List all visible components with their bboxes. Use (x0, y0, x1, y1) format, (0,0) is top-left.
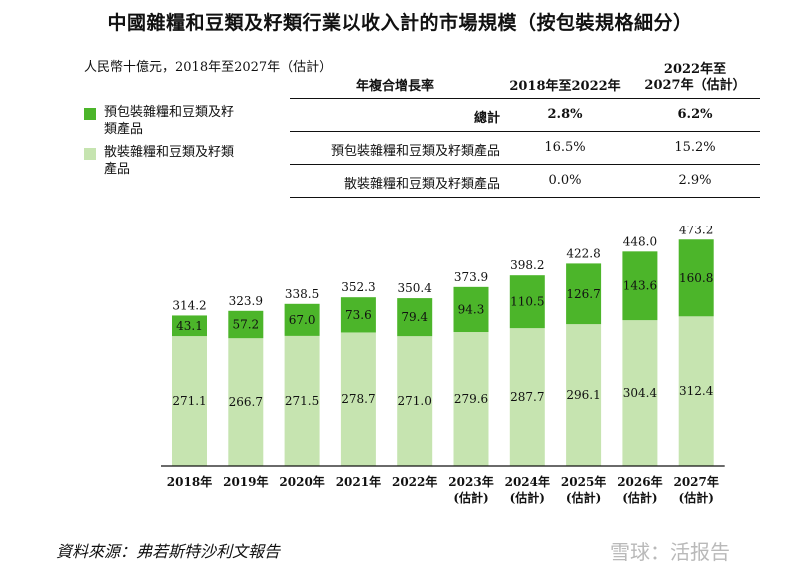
cagr-header-col2: 2022年至 2027年（估計） (630, 62, 760, 94)
watermark: 雪球：活报告 (610, 540, 730, 564)
bar-segment-bulk (678, 316, 714, 466)
data-label-bulk: 296.1 (566, 388, 600, 402)
legend-item-bulk: 散裝雜糧和豆類及籽類產品 (84, 144, 244, 178)
legend-label-prepackaged: 預包裝雜糧和豆類及籽類產品 (104, 105, 235, 137)
x-tick-label: 2026年 (617, 474, 662, 489)
x-tick-label: 2022年 (392, 474, 437, 489)
data-label-bulk: 271.0 (398, 394, 432, 408)
stacked-bar-chart: 271.1 43.1 314.2 2018年 266.7 57.2 323.9 2019年 27… (161, 226, 725, 505)
data-label-total: 422.8 (566, 246, 600, 260)
data-label-total: 350.4 (398, 281, 433, 295)
data-label-prepackaged: 43.1 (176, 319, 203, 333)
x-tick-label: 2021年 (336, 474, 381, 489)
cagr-row-value-1: 0.0% (548, 173, 582, 188)
bar-segment-bulk (172, 336, 207, 466)
data-label-bulk: 304.4 (623, 386, 658, 400)
bar-segment-prepackaged (678, 239, 714, 317)
data-label-prepackaged: 143.6 (623, 279, 657, 293)
data-label-prepackaged: 110.5 (510, 295, 544, 309)
x-tick-label: 2019年 (223, 474, 268, 489)
legend-label-bulk: 散裝雜糧和豆類及籽類產品 (104, 145, 235, 177)
cagr-row-label: 散裝雜糧和豆類及籽類產品 (343, 177, 500, 192)
data-label-bulk: 278.7 (341, 392, 375, 406)
x-tick-label: 2020年 (279, 474, 324, 489)
bar-segment-prepackaged (172, 315, 207, 337)
legend: 預包裝雜糧和豆類及籽類產品 散裝雜糧和豆類及籽類產品 (84, 104, 244, 184)
legend-swatch-prepackaged (84, 108, 96, 120)
data-label-prepackaged: 67.0 (289, 313, 316, 327)
cagr-row-value-1: 16.5% (544, 140, 586, 155)
cagr-row-label: 預包裝雜糧和豆類及籽類產品 (330, 144, 500, 159)
data-label-total: 314.2 (172, 298, 206, 312)
x-tick-label: 2018年 (167, 474, 212, 489)
cagr-header-col2-line1: 2022年至 (663, 62, 727, 77)
bar-segment-prepackaged (340, 297, 376, 333)
data-label-total: 352.3 (341, 280, 375, 294)
x-tick-label: (估計) (453, 490, 488, 505)
data-label-bulk: 271.1 (172, 394, 206, 408)
cagr-row-value-1: 2.8% (547, 107, 583, 122)
bar-segment-prepackaged (509, 275, 545, 329)
data-label-bulk: 287.7 (510, 390, 544, 404)
data-label-prepackaged: 57.2 (232, 318, 259, 332)
data-label-prepackaged: 79.4 (401, 310, 428, 324)
bar-segment-bulk (284, 335, 320, 466)
data-label-total: 338.5 (285, 287, 319, 301)
cagr-row-value-2: 2.9% (678, 173, 712, 188)
cagr-row-bulk: 散裝雜糧和豆類及籽類產品 0.0% 2.9% (290, 165, 760, 198)
data-label-bulk: 271.5 (285, 394, 319, 408)
chart-title: 中國雜糧和豆類及籽類行業以收入計的市場規模（按包裝規格細分） (107, 12, 693, 34)
bar-segment-bulk (566, 324, 602, 466)
bar-segment-prepackaged (228, 310, 264, 339)
data-label-prepackaged: 73.6 (345, 308, 372, 322)
cagr-header-col2-line2: 2027年（估計） (644, 78, 746, 93)
data-label-total: 398.2 (510, 258, 544, 272)
source-note: 資料來源：弗若斯特沙利文報告 (56, 542, 281, 561)
bar-segment-prepackaged (284, 303, 320, 336)
cagr-row-value-2: 6.2% (677, 107, 713, 122)
bar-segment-bulk (228, 338, 264, 466)
cagr-row-label: 總計 (473, 111, 500, 126)
x-tick-label: 2027年 (673, 474, 718, 489)
data-label-prepackaged: 94.3 (458, 302, 485, 316)
bar-segment-bulk (509, 328, 545, 466)
legend-swatch-bulk (84, 148, 96, 160)
bar-segment-bulk (453, 332, 489, 466)
data-label-prepackaged: 160.8 (679, 271, 713, 285)
bar-segment-prepackaged (397, 298, 433, 337)
bar-segment-bulk (397, 336, 433, 466)
data-label-total: 323.9 (229, 294, 263, 308)
x-tick-label: (估計) (566, 490, 601, 505)
bar-segment-prepackaged (622, 251, 658, 321)
data-label-prepackaged: 126.7 (566, 287, 600, 301)
x-tick-label: 2025年 (561, 474, 606, 489)
cagr-header-col1: 2018年至2022年 (509, 79, 621, 94)
bar-segment-bulk (340, 332, 376, 466)
unit-label: 人民幣十億元，2018年至2027年（估計） (84, 60, 333, 75)
cagr-header-label: 年複合增長率 (355, 79, 434, 94)
x-tick-label: 2024年 (505, 474, 550, 489)
data-label-bulk: 266.7 (229, 395, 263, 409)
cagr-table-header: 年複合增長率 2018年至2022年 2022年至 2027年（估計） (290, 56, 760, 99)
x-tick-label: 2023年 (448, 474, 493, 489)
data-label-bulk: 312.4 (679, 384, 714, 398)
cagr-table: 年複合增長率 2018年至2022年 2022年至 2027年（估計） 總計 2… (290, 56, 760, 198)
cagr-row-value-2: 15.2% (674, 140, 716, 155)
bar-segment-prepackaged (453, 286, 489, 333)
cagr-row-prepackaged: 預包裝雜糧和豆類及籽類產品 16.5% 15.2% (290, 132, 760, 165)
x-tick-label: (估計) (510, 490, 545, 505)
bar-segment-prepackaged (566, 263, 602, 325)
data-label-total: 473.2 (679, 226, 713, 236)
data-label-total: 448.0 (623, 234, 657, 248)
bar-segment-bulk (622, 320, 658, 466)
cagr-row-total: 總計 2.8% 6.2% (290, 99, 760, 132)
data-label-total: 373.9 (454, 270, 488, 284)
x-tick-label: (估計) (622, 490, 657, 505)
legend-item-prepackaged: 預包裝雜糧和豆類及籽類產品 (84, 104, 244, 138)
data-label-bulk: 279.6 (454, 392, 488, 406)
x-tick-label: (估計) (679, 490, 714, 505)
